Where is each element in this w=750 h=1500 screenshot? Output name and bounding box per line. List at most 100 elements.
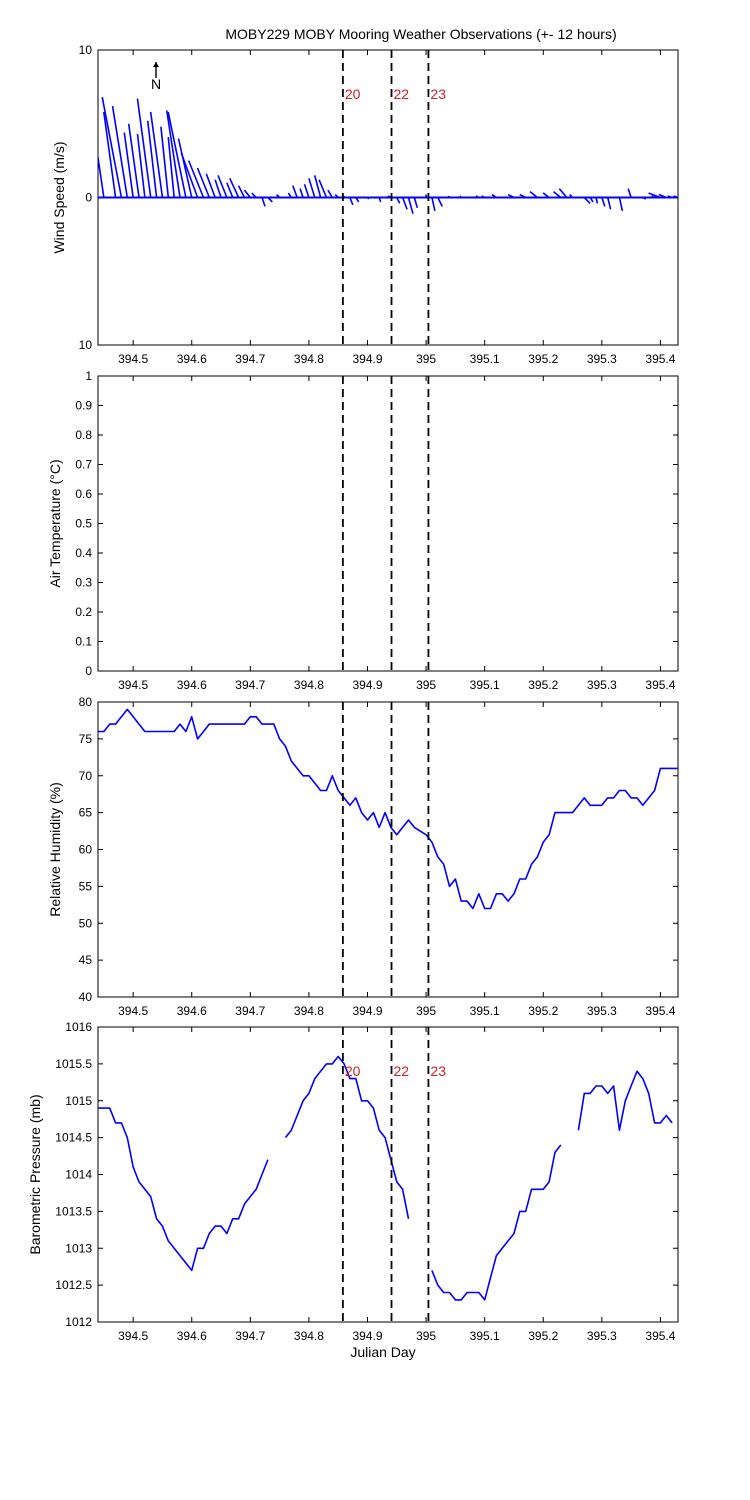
wind-vector <box>237 185 246 198</box>
y-axis-label: Relative Humidity (%) <box>47 782 63 917</box>
wind-vector <box>127 123 140 198</box>
wind-vector <box>276 193 281 199</box>
wind-vector <box>651 195 655 199</box>
event-marker-label: 20 <box>345 1063 361 1079</box>
x-tick-label: 394.5 <box>118 1329 148 1343</box>
wind-vector <box>292 185 298 198</box>
x-tick-label: 395.3 <box>587 678 617 692</box>
y-tick-label: 0.5 <box>75 517 92 531</box>
y-tick-label: 0.3 <box>75 576 92 590</box>
y-tick-label: 10 <box>79 338 93 352</box>
x-tick-label: 395.3 <box>587 1329 617 1343</box>
x-tick-label: 395.2 <box>528 1004 558 1018</box>
x-tick-label: 395 <box>416 1329 436 1343</box>
series-line <box>98 708 678 910</box>
wind-vector <box>606 197 612 210</box>
x-tick-label: 395.2 <box>528 1329 558 1343</box>
x-tick-label: 395.1 <box>470 678 500 692</box>
x-tick-label: 395.4 <box>645 678 675 692</box>
y-tick-label: 1 <box>85 369 92 383</box>
event-marker-label: 22 <box>394 1063 410 1079</box>
event-marker-label: 23 <box>430 1063 446 1079</box>
wind-vector <box>378 197 382 203</box>
x-tick-label: 394.6 <box>177 678 207 692</box>
wind-vector <box>552 190 562 199</box>
x-tick-label: 395.4 <box>645 352 675 366</box>
wind-vector <box>299 188 304 198</box>
x-tick-label: 395.3 <box>587 352 617 366</box>
wind-vector <box>595 197 599 204</box>
wind-vector <box>102 111 117 198</box>
wind-vector <box>318 179 328 198</box>
wind-vector <box>618 197 624 211</box>
data-layer <box>98 97 678 214</box>
wind-vector <box>387 195 392 199</box>
panel-3: 394.5 394.6 394.7 394.8 394.9 395 395.1 395.2 39… <box>47 695 679 1018</box>
y-tick-label: 80 <box>79 695 93 709</box>
wind-vector <box>437 197 443 207</box>
wind-vector <box>355 197 360 203</box>
wind-vector <box>648 192 661 199</box>
wind-vector <box>558 188 568 199</box>
wind-vector <box>396 197 401 204</box>
x-tick-label: 395 <box>416 1004 436 1018</box>
x-tick-label: 394.7 <box>235 1004 265 1018</box>
x-tick-label: 395.4 <box>645 1004 675 1018</box>
wind-vector <box>366 196 370 200</box>
wind-vector <box>196 167 211 198</box>
series-line <box>98 1107 269 1272</box>
y-axis-label: Barometric Pressure (mb) <box>27 1094 43 1254</box>
wind-vector <box>214 179 222 198</box>
data-layer <box>98 1055 673 1301</box>
y-tick-label: 0.8 <box>75 428 92 442</box>
x-tick-label: 395.1 <box>470 352 500 366</box>
event-marker-label: 20 <box>345 86 361 102</box>
wind-vector <box>447 195 451 199</box>
y-tick-label: 1015.5 <box>55 1057 92 1071</box>
wind-vector <box>243 189 251 198</box>
y-tick-label: 75 <box>79 732 93 746</box>
y-tick-label: 1013.5 <box>55 1204 92 1218</box>
series-line <box>284 1055 410 1219</box>
y-tick-label: 0 <box>85 664 92 678</box>
y-tick-label: 0.2 <box>75 605 92 619</box>
wind-vector <box>475 195 480 199</box>
x-tick-label: 395 <box>416 352 436 366</box>
wind-vector <box>267 196 273 203</box>
x-tick-label: 394.7 <box>235 352 265 366</box>
y-tick-label: 0.7 <box>75 458 92 472</box>
y-tick-label: 0.1 <box>75 635 92 649</box>
x-tick-label: 394.5 <box>118 352 148 366</box>
y-tick-label: 1015 <box>65 1094 92 1108</box>
y-tick-label: 0.6 <box>75 487 92 501</box>
north-label: N <box>151 76 161 92</box>
panel-4: 394.5 394.6 394.7 394.8 394.9 395 395.1 395.2 39… <box>27 1020 679 1360</box>
wind-vector <box>160 126 170 198</box>
wind-vector <box>217 175 228 198</box>
x-tick-label: 394.6 <box>177 1329 207 1343</box>
wind-vector <box>407 197 414 214</box>
wind-vector <box>673 195 678 199</box>
wind-vector <box>491 193 497 199</box>
x-tick-label: 395.4 <box>645 1329 675 1343</box>
wind-vector <box>136 98 152 198</box>
x-tick-label: 394.9 <box>352 352 382 366</box>
x-tick-label: 394.7 <box>235 678 265 692</box>
y-axis-label: Wind Speed (m/s) <box>51 141 67 253</box>
wind-vector <box>642 196 647 200</box>
y-tick-label: 0 <box>85 191 92 205</box>
wind-vector <box>519 193 527 199</box>
data-layer <box>98 708 678 910</box>
wind-vector <box>165 110 181 198</box>
y-axis-label: Air Temperature (°C) <box>47 459 63 587</box>
y-tick-label: 1012 <box>65 1315 92 1329</box>
y-tick-label: 1016 <box>65 1020 92 1034</box>
y-tick-label: 1013 <box>65 1241 92 1255</box>
x-tick-label: 394.8 <box>294 352 324 366</box>
wind-vector <box>149 111 164 198</box>
wind-vector <box>658 193 667 199</box>
event-marker-label: 23 <box>430 86 446 102</box>
wind-vector <box>167 111 187 198</box>
